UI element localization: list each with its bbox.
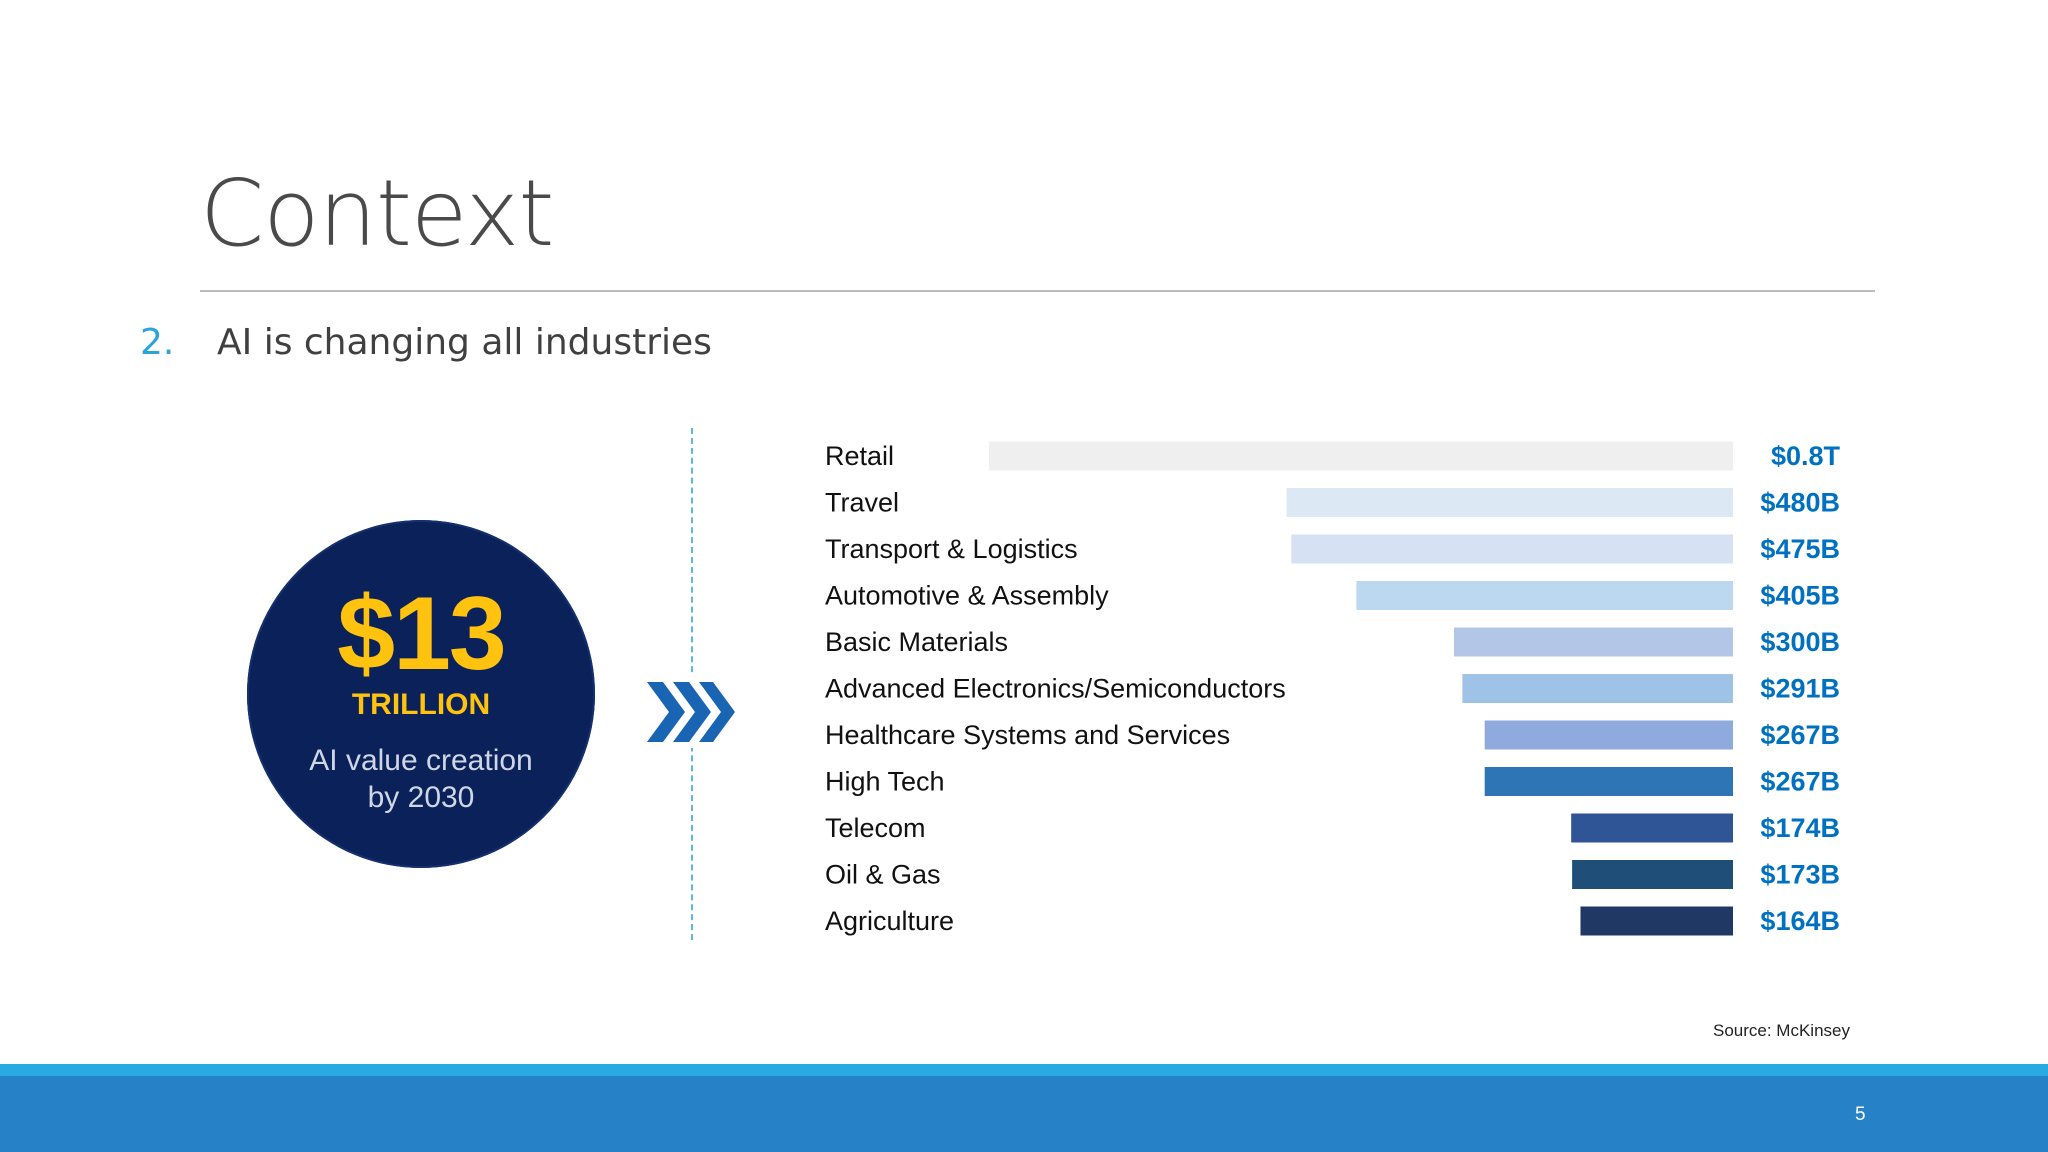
title-underline [200, 290, 1875, 292]
bar [1484, 767, 1733, 796]
bar [1580, 906, 1733, 936]
value-label: $0.8T [1771, 441, 1841, 471]
bar [1571, 813, 1733, 843]
bar [1286, 488, 1733, 517]
bar [1356, 581, 1733, 610]
bar [1572, 860, 1733, 889]
category-label: Healthcare Systems and Services [825, 720, 1230, 750]
value-label: $267B [1760, 767, 1840, 797]
chevron-arrow-icon [643, 676, 739, 748]
chevron-arrow-svg [647, 682, 735, 742]
value-label: $475B [1760, 534, 1840, 564]
value-label: $291B [1760, 674, 1840, 704]
category-label: Automotive & Assembly [825, 581, 1109, 611]
callout-amount: $13 [337, 576, 507, 692]
value-label: $405B [1760, 581, 1840, 611]
bullet-number: 2. [140, 322, 175, 363]
bar [1291, 534, 1733, 564]
value-label: $480B [1760, 488, 1840, 518]
bar [1454, 627, 1733, 657]
bar [1484, 720, 1733, 750]
value-label: $173B [1760, 860, 1840, 890]
bullet-text: AI is changing all industries [217, 322, 712, 363]
callout-caption: AI value creation by 2030 [247, 742, 595, 816]
slide-title: Context [200, 160, 554, 267]
footer-bar [0, 1076, 2048, 1152]
category-label: Retail [825, 441, 894, 471]
bar [989, 441, 1733, 471]
bar [1462, 674, 1733, 703]
category-label: Travel [825, 488, 899, 518]
value-label: $267B [1760, 720, 1840, 750]
category-label: Telecom [825, 813, 926, 843]
page-number: 5 [1855, 1104, 1866, 1125]
value-label: $164B [1760, 906, 1840, 936]
callout-unit: TRILLION [351, 688, 491, 721]
callout-caption-line2: by 2030 [367, 781, 475, 814]
category-label: High Tech [825, 767, 945, 797]
footer-accent-stripe [0, 1064, 2048, 1076]
category-label: Advanced Electronics/Semiconductors [825, 674, 1286, 704]
category-label: Basic Materials [825, 627, 1008, 657]
callout-caption-line1: AI value creation [309, 744, 533, 777]
source-note: Source: McKinsey [1713, 1021, 1850, 1040]
value-label: $174B [1760, 813, 1840, 843]
category-label: Agriculture [825, 906, 954, 936]
value-callout-circle: $13 TRILLION AI value creation by 2030 [247, 520, 595, 868]
value-label: $300B [1760, 627, 1840, 657]
category-label: Oil & Gas [825, 860, 941, 890]
category-label: Transport & Logistics [825, 534, 1078, 564]
